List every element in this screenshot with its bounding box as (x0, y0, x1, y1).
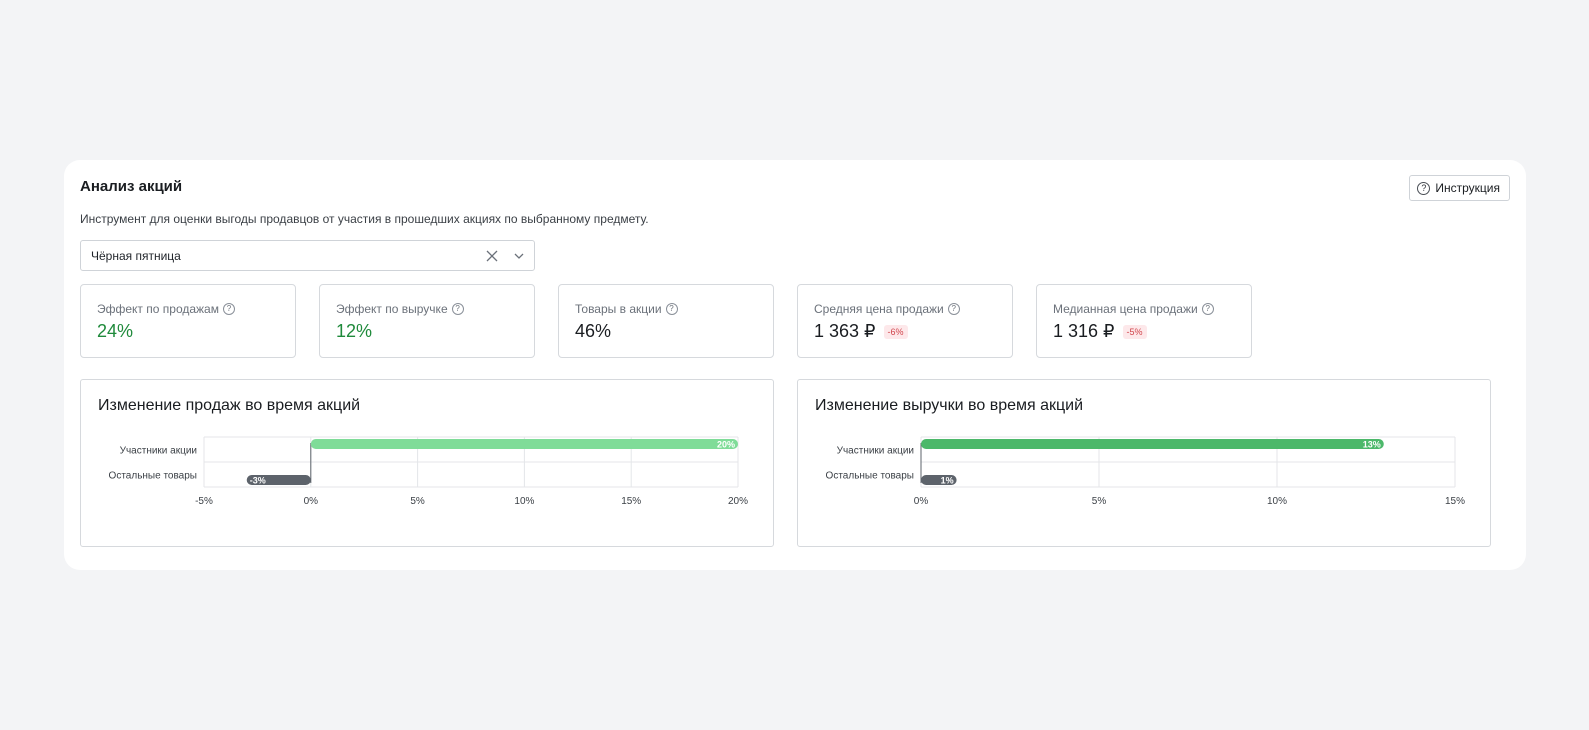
x-tick-label: 5% (410, 496, 425, 507)
kpi-label: Средняя цена продажи (814, 302, 944, 316)
sales-change-chart: Изменение продаж во время акций -5% 0% 5% 1… (80, 379, 774, 547)
chart-title: Изменение продаж во время акций (98, 397, 361, 414)
kpi-label: Товары в акции (575, 302, 662, 316)
instruction-button-label: Инструкция (1435, 181, 1500, 195)
kpi-value: 24% (97, 321, 134, 341)
kpi-average-price: Средняя цена продажи ? 1 363 ₽ -6% (797, 284, 1013, 358)
bar[interactable] (921, 475, 957, 485)
kpi-label: Эффект по продажам (97, 302, 219, 316)
sales-change-chart-svg: -5% 0% 5% 10% 15% 20% Участники акции 20% Осталь… (109, 436, 748, 507)
kpi-value: 46% (575, 321, 612, 341)
kpi-value: 1 363 ₽ (814, 321, 876, 341)
x-tick-label: 5% (1092, 496, 1107, 507)
bar-data-label: 1% (941, 476, 954, 486)
kpi-value: 1 316 ₽ (1053, 321, 1115, 341)
bar[interactable] (246, 475, 311, 485)
x-tick-label: 0% (914, 496, 929, 507)
revenue-change-chart: Изменение выручки во время акций 0% 5% 10%… (797, 379, 1491, 547)
kpi-median-price: Медианная цена продажи ? 1 316 ₽ -5% (1036, 284, 1252, 358)
clear-icon[interactable] (485, 249, 499, 263)
kpi-change-badge: -6% (883, 324, 908, 339)
promo-select[interactable]: Чёрная пятница (80, 240, 535, 271)
page-subtitle: Инструмент для оценки выгоды продавцов о… (80, 212, 649, 226)
promo-select-value: Чёрная пятница (91, 248, 181, 263)
instruction-button[interactable]: ? Инструкция (1409, 175, 1510, 201)
chevron-down-icon[interactable] (513, 250, 525, 262)
kpi-revenue-effect: Эффект по выручке ? 12% (319, 284, 535, 358)
question-circle-icon[interactable]: ? (1201, 303, 1214, 315)
category-label: Участники акции (120, 446, 197, 457)
question-circle-icon[interactable]: ? (665, 303, 678, 315)
bar-data-label: 13% (1363, 440, 1381, 450)
x-tick-label: 10% (1267, 496, 1287, 507)
revenue-change-chart-svg: 0% 5% 10% 15% Участники акции 13% Остальные то… (826, 436, 1465, 507)
category-label: Участники акции (837, 446, 914, 457)
question-circle-icon[interactable]: ? (451, 303, 464, 315)
kpi-label: Медианная цена продажи (1053, 302, 1198, 316)
x-tick-label: 10% (514, 496, 534, 507)
bar[interactable] (310, 439, 738, 449)
x-tick-label: 20% (728, 496, 748, 507)
x-tick-label: 15% (1445, 496, 1465, 507)
kpi-value-wrap: 24% (97, 321, 133, 342)
category-label: Остальные товары (826, 471, 914, 482)
kpi-value-wrap: 12% (336, 321, 372, 342)
kpi-value: 12% (336, 321, 373, 341)
kpi-products-in-promo: Товары в акции ? 46% (558, 284, 774, 358)
question-circle-icon[interactable]: ? (947, 303, 960, 315)
x-tick-label: 15% (621, 496, 641, 507)
category-label: Остальные товары (109, 471, 197, 482)
bar-data-label: -3% (250, 476, 266, 486)
promo-analysis-panel: Анализ акций ? Инструкция Инструмент для… (64, 160, 1526, 570)
x-tick-label: 0% (304, 496, 319, 507)
bar[interactable] (921, 439, 1384, 449)
kpi-label: Эффект по выручке (336, 302, 448, 316)
kpi-value-wrap: 46% (575, 321, 611, 342)
page-title: Анализ акций (80, 178, 183, 195)
x-tick-label: -5% (195, 496, 213, 507)
bar-data-label: 20% (717, 440, 735, 450)
kpi-change-badge: -5% (1122, 324, 1147, 339)
chart-title: Изменение выручки во время акций (815, 397, 1084, 414)
question-circle-icon[interactable]: ? (222, 303, 235, 315)
kpi-sales-effect: Эффект по продажам ? 24% (80, 284, 296, 358)
kpi-value-wrap: 1 363 ₽ -6% (814, 321, 908, 342)
kpi-value-wrap: 1 316 ₽ -5% (1053, 321, 1147, 342)
question-circle-icon: ? (1417, 181, 1431, 195)
